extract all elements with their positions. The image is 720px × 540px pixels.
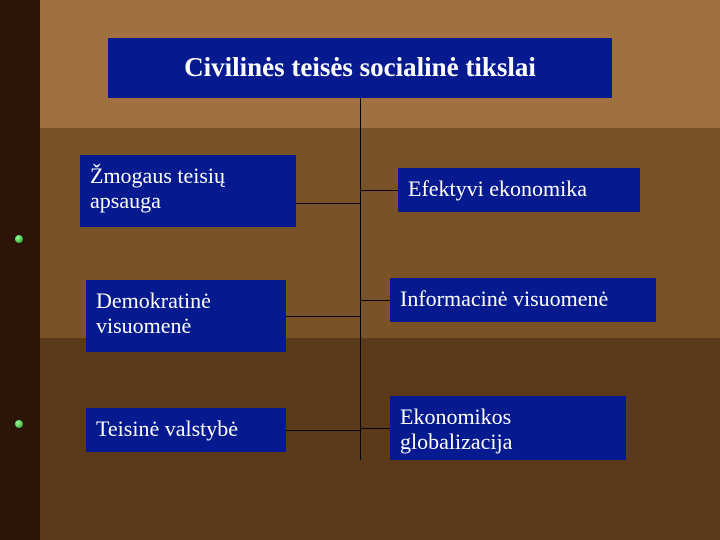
node-effective-economy: Efektyvi ekonomika — [398, 168, 640, 212]
background-slab-0 — [0, 0, 40, 540]
decorative-led-1 — [15, 420, 23, 428]
diagram-title-text: Civilinės teisės socialinė tikslai — [184, 52, 536, 83]
connector-globalization — [360, 428, 390, 429]
node-label-human-rights: Žmogaus teisių apsauga — [90, 163, 286, 214]
connector-democratic-society — [286, 316, 360, 317]
connector-human-rights — [296, 203, 360, 204]
connector-information-society — [360, 300, 390, 301]
connector-spine — [360, 98, 361, 460]
connector-effective-economy — [360, 190, 398, 191]
node-information-society: Informacinė visuomenė — [390, 278, 656, 322]
node-democratic-society: Demokratinė visuomenė — [86, 280, 286, 352]
node-label-effective-economy: Efektyvi ekonomika — [408, 176, 587, 201]
node-label-democratic-society: Demokratinė visuomenė — [96, 288, 276, 339]
node-label-globalization: Ekonomikos globalizacija — [400, 404, 616, 455]
diagram-title: Civilinės teisės socialinė tikslai — [108, 38, 612, 98]
decorative-led-0 — [15, 235, 23, 243]
node-globalization: Ekonomikos globalizacija — [390, 396, 626, 460]
node-human-rights: Žmogaus teisių apsauga — [80, 155, 296, 227]
node-rule-of-law: Teisinė valstybė — [86, 408, 286, 452]
slide-canvas: Civilinės teisės socialinė tikslai Žmogau… — [0, 0, 720, 540]
node-label-rule-of-law: Teisinė valstybė — [96, 416, 238, 441]
connector-rule-of-law — [286, 430, 360, 431]
node-label-information-society: Informacinė visuomenė — [400, 286, 608, 311]
